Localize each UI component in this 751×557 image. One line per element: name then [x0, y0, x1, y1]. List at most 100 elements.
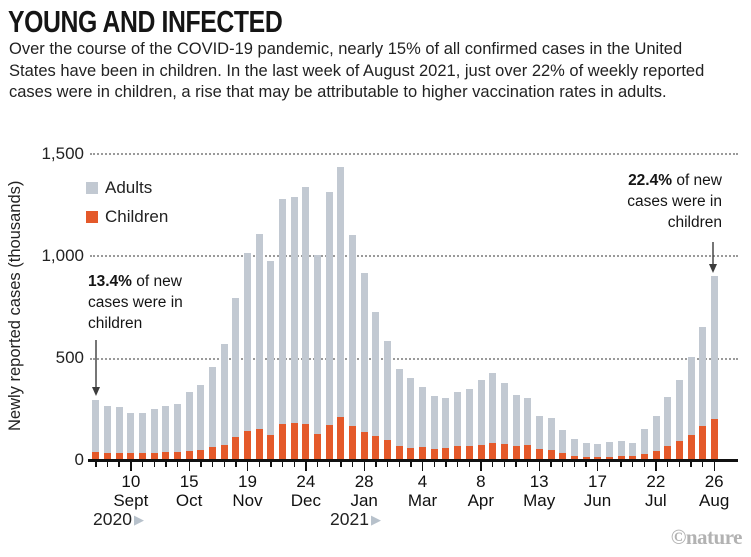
bar-adults-segment [104, 406, 111, 453]
x-tick-day: 19 [238, 472, 257, 491]
bar-children-segment [500, 443, 508, 460]
bar-adults-segment [360, 272, 368, 432]
tick-slot [569, 462, 581, 472]
x-tick-day: 10 [121, 472, 141, 491]
stacked-bar [535, 416, 543, 460]
tick-slot [137, 462, 149, 472]
bar-children-segment [267, 435, 275, 460]
tick-slot [405, 462, 417, 472]
bar-slot [499, 153, 511, 460]
x-tick-month: Mar [407, 491, 438, 510]
bar-slot [580, 153, 592, 460]
bar-adults-segment [454, 391, 462, 447]
x-tick-month: Apr [467, 491, 495, 510]
stacked-bar [372, 311, 380, 460]
gridline-1500 [90, 153, 738, 155]
bar-slot [417, 153, 429, 460]
stacked-bar [617, 440, 625, 460]
axis-tick [188, 462, 190, 471]
stacked-bar [664, 396, 672, 460]
x-tick-month: Jul [644, 491, 667, 510]
bar-children-segment [104, 452, 111, 460]
bar-slot [592, 153, 604, 460]
stacked-bar [209, 367, 217, 460]
bar-adults-segment [162, 405, 170, 453]
bar-children-segment [127, 453, 135, 460]
bar-children-segment [430, 449, 438, 460]
bar-children-segment [710, 419, 718, 460]
stacked-bar [174, 403, 182, 460]
axis-tick [702, 462, 704, 467]
tick-slot [370, 462, 382, 472]
bar-adults-segment [465, 388, 473, 447]
bar-children-segment [675, 440, 683, 460]
adults-swatch-icon [86, 182, 98, 194]
bar-adults-segment [617, 440, 625, 457]
bar-children-segment [640, 453, 648, 460]
stacked-bar [314, 255, 322, 460]
axis-tick [375, 462, 377, 467]
tick-slot [277, 462, 289, 472]
bar-adults-segment [395, 369, 403, 447]
bar-adults-segment [244, 253, 252, 432]
stacked-bar [640, 429, 648, 460]
stacked-bar [104, 406, 111, 460]
bar-adults-segment [349, 234, 357, 427]
bar-children-segment [617, 456, 625, 460]
bar-slot [650, 153, 662, 460]
tick-slot [195, 462, 207, 472]
bar-children-segment [594, 456, 602, 460]
tick-slot [709, 462, 721, 472]
axis-tick [153, 462, 155, 467]
x-tick-day: 22 [646, 472, 666, 491]
y-tick-label-1500: 1,500 [41, 144, 84, 163]
bar-children-segment [220, 445, 228, 460]
axis-tick [515, 462, 517, 467]
axis-tick [305, 462, 307, 471]
axis-tick [281, 462, 284, 467]
tick-slot [440, 462, 452, 472]
bar-slot [288, 153, 300, 460]
axis-tick [585, 462, 587, 467]
axis-tick [246, 462, 249, 471]
bar-slot [218, 153, 230, 460]
tick-slot [475, 462, 487, 472]
bar-children-segment [419, 446, 427, 460]
axis-tick [293, 462, 295, 467]
era-arrow-icon: ▶ [370, 511, 381, 527]
bar-slot [242, 153, 254, 460]
tick-slot [592, 462, 604, 472]
annotation-text: cases were in [627, 193, 722, 210]
bar-children-segment [570, 455, 578, 460]
bar-adults-segment [185, 392, 193, 451]
gridline-500 [90, 358, 738, 360]
tick-slot [639, 462, 651, 472]
y-tick-label-0: 0 [74, 450, 84, 469]
era-label-2020: 2020 ▶ [93, 509, 144, 530]
bar-slot [674, 153, 686, 460]
tick-slot [464, 462, 476, 472]
x-tick-month: May [523, 491, 556, 510]
bar-children-segment [162, 452, 170, 460]
bar-slot [452, 153, 464, 460]
stacked-bar [605, 442, 613, 460]
bar-adults-segment [547, 418, 555, 451]
bar-slot [347, 153, 359, 460]
x-tick-label: 10 Sept [113, 472, 148, 510]
stacked-bar [629, 442, 637, 460]
bar-adults-segment [489, 372, 497, 443]
bar-adults-segment [372, 311, 380, 437]
bar-adults-segment [559, 429, 567, 453]
stacked-bar [465, 388, 473, 460]
bar-children-segment [442, 448, 450, 460]
stacked-bar [220, 344, 228, 460]
axis-tick [211, 462, 214, 467]
stacked-bar [115, 407, 123, 460]
bar-adults-segment [512, 395, 520, 447]
tick-slot [113, 462, 125, 472]
x-tick-label: 8 Apr [468, 472, 494, 510]
tick-slot [253, 462, 265, 472]
tick-slot [452, 462, 464, 472]
bar-slot [382, 153, 394, 460]
